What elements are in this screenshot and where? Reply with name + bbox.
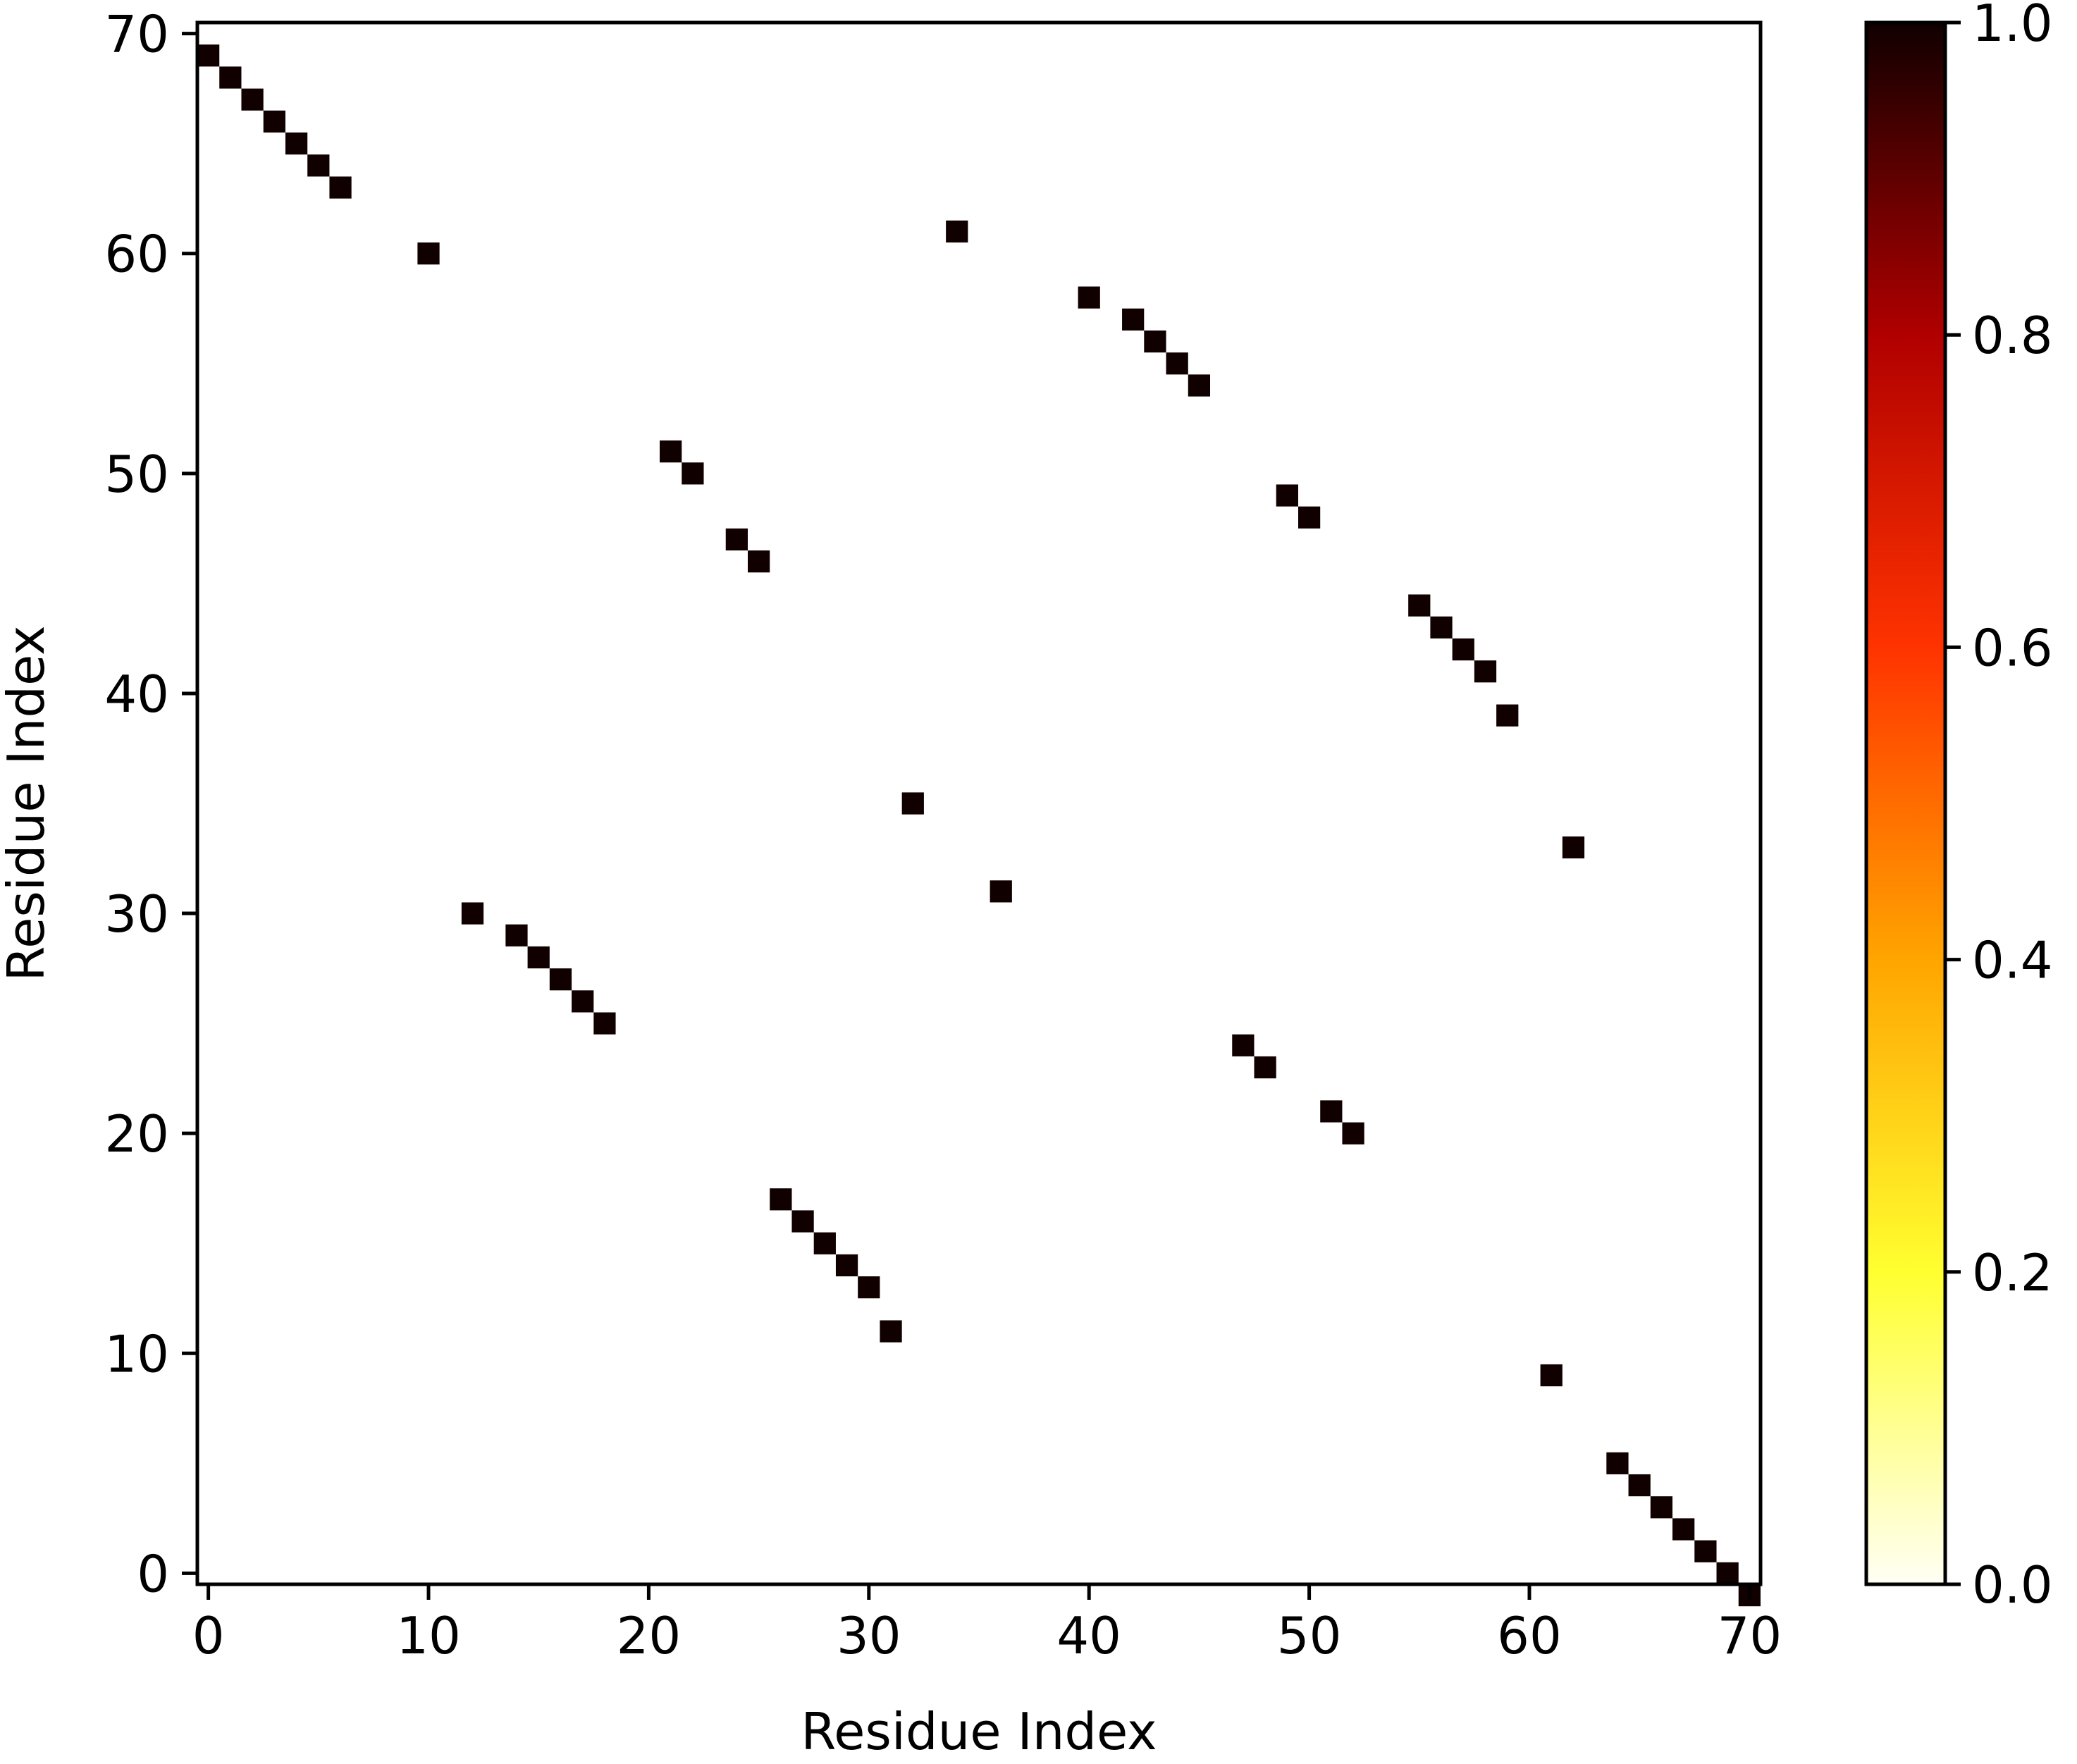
heatmap-cell	[1232, 1034, 1255, 1056]
heatmap-frame	[195, 20, 1763, 1586]
heatmap-cell	[1122, 308, 1145, 331]
x-tick-label: 10	[396, 1606, 461, 1665]
heatmap-cell	[1650, 1496, 1673, 1519]
heatmap-cell	[1628, 1474, 1651, 1497]
heatmap-cell	[1672, 1518, 1695, 1541]
y-tick-label: 0	[137, 1544, 169, 1603]
heatmap-cell	[1166, 352, 1188, 375]
heatmap-cell	[1298, 506, 1321, 529]
heatmap-cell	[1342, 1122, 1364, 1145]
heatmap-cell	[219, 66, 242, 89]
heatmap-cell	[1474, 660, 1497, 683]
heatmap-cell	[549, 968, 572, 991]
heatmap-cell	[1606, 1452, 1629, 1474]
heatmap-cell	[461, 902, 484, 925]
heatmap-plot-area	[195, 20, 1763, 1607]
x-axis-ticks: 0 10 20 30 40 50 60 70	[192, 1584, 1782, 1665]
y-axis-label: Residue Index	[0, 625, 56, 981]
heatmap-cell	[1408, 594, 1431, 617]
y-tick-label: 20	[104, 1104, 169, 1164]
heatmap-cell	[725, 528, 748, 551]
heatmap-cell	[880, 1320, 902, 1343]
x-tick-label: 40	[1056, 1606, 1121, 1665]
heatmap-cell	[1144, 330, 1166, 353]
colorbar-tick-label: 1.0	[1972, 0, 2053, 53]
heatmap-cell	[1452, 638, 1474, 661]
heatmap-cell	[660, 440, 682, 463]
heatmap-cell	[770, 1188, 792, 1211]
heatmap-cell	[307, 154, 330, 177]
heatmap-cell	[285, 132, 308, 155]
heatmap-cell	[1430, 616, 1453, 639]
heatmap-cell	[1188, 374, 1211, 397]
colorbar-ticks: 0.0 0.2 0.4 0.6 0.8 1.0	[1945, 0, 2053, 1615]
y-tick-label: 10	[104, 1324, 169, 1383]
x-tick-label: 70	[1718, 1606, 1782, 1665]
heatmap-cell	[1716, 1562, 1739, 1584]
colorbar-tick-label: 0.4	[1972, 931, 2053, 990]
y-tick-label: 50	[104, 445, 169, 504]
heatmap-cell	[1254, 1056, 1276, 1079]
heatmap-cell	[1694, 1540, 1717, 1562]
colorbar-tick-label: 0.0	[1972, 1555, 2053, 1615]
y-tick-label: 30	[104, 884, 169, 944]
heatmap-cell	[813, 1232, 836, 1254]
x-tick-label: 0	[192, 1606, 225, 1665]
heatmap-cell	[1496, 704, 1519, 727]
heatmap-background	[197, 23, 1761, 1584]
heatmap-cell	[990, 880, 1012, 903]
heatmap-cell	[835, 1254, 858, 1277]
heatmap-cell	[527, 946, 550, 969]
heatmap-cell	[1276, 484, 1298, 507]
colorbar-tick-label: 0.8	[1972, 306, 2053, 365]
x-axis-label: Residue Index	[801, 1702, 1157, 1761]
colorbar-tick-label: 0.2	[1972, 1243, 2053, 1302]
x-tick-label: 20	[617, 1606, 682, 1665]
heatmap-cell	[197, 44, 220, 67]
heatmap-cell	[241, 88, 264, 111]
heatmap-cell	[946, 220, 968, 243]
heatmap-cell	[593, 1012, 616, 1035]
heatmap-cell	[1078, 286, 1100, 309]
y-axis-ticks: 0 10 20 30 40 50 60 70	[104, 5, 197, 1603]
heatmap-cell	[572, 990, 594, 1013]
heatmap-cell	[1540, 1364, 1563, 1387]
y-tick-label: 60	[104, 225, 169, 284]
y-tick-label: 40	[104, 665, 169, 724]
heatmap-cell	[329, 176, 352, 199]
heatmap-cell	[1562, 836, 1585, 859]
heatmap-cell	[901, 792, 924, 815]
x-tick-label: 50	[1277, 1606, 1342, 1665]
x-tick-label: 30	[837, 1606, 901, 1665]
heatmap-cell	[682, 462, 704, 485]
heatmap-cell	[791, 1210, 814, 1233]
colorbar-tick-label: 0.6	[1972, 618, 2053, 677]
y-tick-label: 70	[104, 5, 169, 64]
heatmap-cell	[1320, 1100, 1343, 1123]
colorbar: 0.0 0.2 0.4 0.6 0.8 1.0	[1864, 0, 2053, 1615]
heatmap-cell	[417, 242, 440, 265]
colorbar-gradient	[1864, 20, 1947, 1586]
heatmap-cell	[263, 110, 285, 133]
heatmap-cell	[858, 1276, 880, 1299]
x-tick-label: 60	[1497, 1606, 1562, 1665]
heatmap-cells	[197, 44, 1761, 1607]
heatmap-cell	[747, 550, 770, 573]
heatmap-cell	[505, 924, 528, 946]
